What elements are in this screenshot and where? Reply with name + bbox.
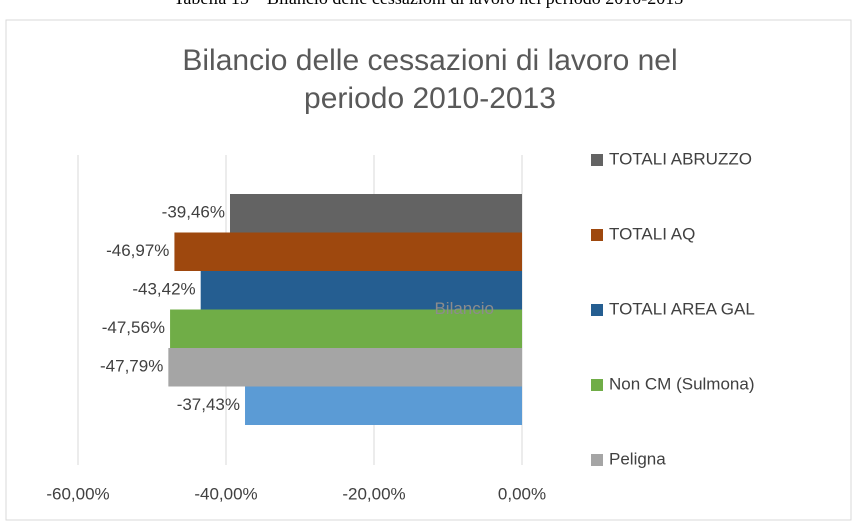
x-tick-label: -20,00% <box>342 484 405 503</box>
bar <box>174 232 522 271</box>
chart-title: Bilancio delle cessazioni di lavoro nel … <box>182 44 678 115</box>
data-label: -39,46% <box>162 203 225 222</box>
x-tick-label: 0,00% <box>498 484 546 503</box>
bar <box>245 386 522 425</box>
bar <box>168 348 522 387</box>
legend-label: Peligna <box>609 449 666 468</box>
data-label: -47,56% <box>102 318 165 337</box>
bar <box>229 194 522 233</box>
x-tick-label: -60,00% <box>46 484 109 503</box>
data-label: -43,42% <box>132 280 195 299</box>
legend-label: TOTALI AQ <box>609 224 695 243</box>
bar <box>170 309 522 348</box>
data-label: -47,79% <box>100 357 163 376</box>
x-tick-label: -40,00% <box>194 484 257 503</box>
category-label: Bilancio <box>434 299 494 318</box>
bar <box>200 271 522 310</box>
legend-label: Non CM (Sulmona) <box>609 374 755 393</box>
legend-swatch <box>591 454 603 466</box>
legend-swatch <box>591 379 603 391</box>
legend-label: TOTALI AREA GAL <box>609 299 755 318</box>
legend-swatch <box>591 229 603 241</box>
legend-swatch <box>591 154 603 166</box>
caption: Tabella 15 – Bilancio delle cessazioni d… <box>0 0 857 9</box>
legend-swatch <box>591 304 603 316</box>
legend-label: TOTALI ABRUZZO <box>609 149 752 168</box>
data-label: -37,43% <box>177 395 240 414</box>
data-label: -46,97% <box>106 241 169 260</box>
